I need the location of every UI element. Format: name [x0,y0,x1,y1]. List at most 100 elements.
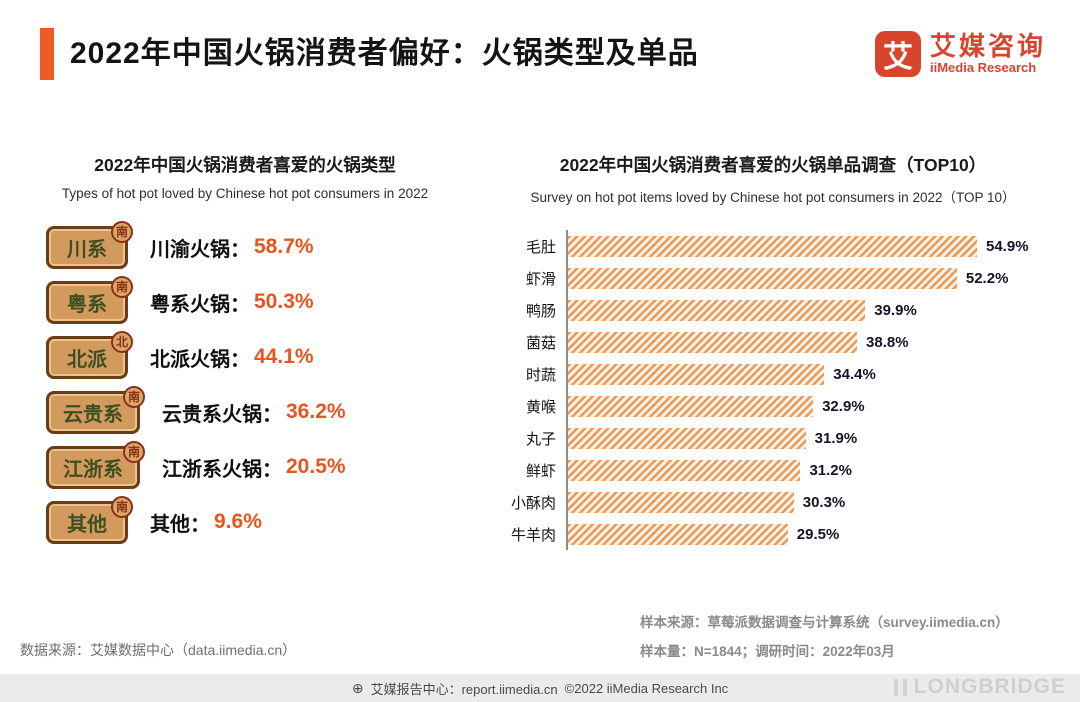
plaque-seal-badge: 南 [111,220,133,243]
hotpot-types-panel: 2022年中国火锅消费者喜爱的火锅类型 Types of hot pot lov… [20,152,470,550]
bar-category-label: 菌菇 [525,334,556,352]
bar [568,363,825,385]
plaque-seal-badge: 北 [111,330,133,353]
bar-area: 31.2% [566,454,1060,486]
hotpot-type-row: 江浙系南江浙系火锅： 20.5% [46,440,470,489]
bar [568,267,957,289]
footer-bar: ⊕ 艾媒报告中心：report.iimedia.cn ©2022 iiMedia… [0,674,1080,702]
bar-category-label: 时蔬 [525,366,556,384]
bar-category-label: 丸子 [525,430,556,448]
bar [568,459,801,481]
bar-area: 32.9% [566,390,1060,422]
sample-notes: 样本来源：草莓派数据调查与计算系统（survey.iimedia.cn） 样本量… [640,609,1009,666]
hotpot-type-label: 云贵系火锅： [162,403,282,426]
bar-row: 毛肚 54.9% [486,230,1060,262]
hotpot-type-value: 36.2% [286,400,346,423]
bar-area: 34.4% [566,358,1060,390]
bar-category-label: 小酥肉 [510,494,556,512]
bar-value-label: 38.8% [866,333,909,351]
plaque-seal-badge: 南 [123,440,145,463]
bar-value-label: 52.2% [965,269,1009,287]
hotpot-type-value: 58.7% [254,235,314,258]
hotpot-type-row: 云贵系南云贵系火锅： 36.2% [46,385,470,434]
bar-value-label: 31.2% [809,461,852,479]
bar-category-label: 鸭肠 [525,302,556,320]
bar-area: 39.9% [566,294,1060,326]
hotpot-type-plaque: 云贵系南 [46,385,145,434]
bar-row: 牛羊肉 29.5% [486,518,1060,550]
bar [568,395,814,417]
bar [568,299,866,321]
longbridge-watermark-icon [893,678,907,696]
bar-value-label: 39.9% [874,301,917,319]
plaque-label: 北派 [67,348,107,371]
right-chart-subtitle: Survey on hot pot items loved by Chinese… [530,190,1016,205]
longbridge-watermark: LONGBRIDGE [893,675,1066,699]
sample-info-note: 样本量：N=1844；调研时间：2022年03月 [640,643,895,659]
hotpot-type-plaque: 江浙系南 [46,440,145,489]
bar-row: 鸭肠 39.9% [486,294,1060,326]
bar-area: 30.3% [566,486,1060,518]
bar-value-label: 54.9% [986,237,1029,255]
hotpot-type-label: 川渝火锅： [150,238,250,261]
logo-brand-en: iiMedia Research [929,60,1037,76]
bar-value-label: 34.4% [833,365,876,383]
footer-report-center: 艾媒报告中心：report.iimedia.cn [370,681,558,697]
hotpot-type-plaque: 川系南 [46,220,133,269]
hotpot-type-plaque: 其他南 [46,495,133,544]
sample-source-note: 样本来源：草莓派数据调查与计算系统（survey.iimedia.cn） [640,615,1009,631]
bar-category-label: 虾滑 [525,270,556,288]
bar-row: 丸子 31.9% [486,422,1060,454]
plaque-label: 其他 [67,513,107,536]
bar-area: 31.9% [566,422,1060,454]
left-chart-title: 2022年中国火锅消费者喜爱的火锅类型 [94,155,396,175]
hotpot-type-label: 其他： [150,513,210,536]
iimedia-logo-icon: 艾 [874,31,921,77]
bar-row: 虾滑 52.2% [486,262,1060,294]
bar-category-label: 毛肚 [525,238,556,256]
logo-brand-cn: 艾媒咨询 [929,30,1046,61]
title-accent-bar [40,28,54,80]
bar-value-label: 30.3% [802,493,846,511]
report-center-icon: ⊕ [351,679,364,696]
bar-value-label: 29.5% [796,525,840,543]
bar-row: 菌菇 38.8% [486,326,1060,358]
report-header: 2022年中国火锅消费者偏好：火锅类型及单品 艾 艾媒咨询 iiMedia Re… [0,0,1080,80]
plaque-label: 云贵系 [63,403,123,426]
bar-row: 时蔬 34.4% [486,358,1060,390]
hotpot-type-value: 44.1% [254,345,314,368]
hotpot-type-row: 粤系南粤系火锅： 50.3% [46,275,470,324]
bar-value-label: 32.9% [822,397,865,415]
right-chart-title: 2022年中国火锅消费者喜爱的火锅单品调查（TOP10） [559,155,987,175]
plaque-seal-badge: 南 [111,495,133,518]
bar [568,523,788,545]
left-chart-subtitle: Types of hot pot loved by Chinese hot po… [61,186,429,201]
bar-category-label: 鲜虾 [525,462,556,480]
bar [568,235,977,257]
hotpot-type-label: 北派火锅： [150,348,250,371]
hotpot-type-label: 粤系火锅： [150,293,250,316]
iimedia-logo-text: 艾媒咨询 iiMedia Research [929,30,1046,77]
plaque-seal-badge: 南 [111,275,133,298]
hotpot-type-value: 20.5% [286,455,346,478]
hotpot-type-plaque: 北派北 [46,330,133,379]
page-title: 2022年中国火锅消费者偏好：火锅类型及单品 [70,37,699,70]
hotpot-items-panel: 2022年中国火锅消费者喜爱的火锅单品调查（TOP10） Survey on h… [470,152,1060,550]
bar [568,331,858,353]
report-content: 2022年中国火锅消费者喜爱的火锅类型 Types of hot pot lov… [0,152,1080,550]
bar-row: 鲜虾 31.2% [486,454,1060,486]
footer-copyright: ©2022 iiMedia Research Inc [564,680,729,696]
hotpot-type-row: 北派北北派火锅： 44.1% [46,330,470,379]
hotpot-type-value: 9.6% [214,510,262,533]
longbridge-watermark-text: LONGBRIDGE [913,675,1066,698]
bar-category-label: 黄喉 [525,398,556,416]
hotpot-type-plaque: 粤系南 [46,275,133,324]
hotpot-type-label: 江浙系火锅： [162,458,282,481]
bar-category-label: 牛羊肉 [510,526,556,544]
data-source-note: 数据来源：艾媒数据中心（data.iimedia.cn） [20,642,297,658]
plaque-label: 粤系 [67,293,107,316]
bar [568,427,806,449]
plaque-seal-badge: 南 [123,385,145,408]
bar-value-label: 31.9% [814,429,858,447]
